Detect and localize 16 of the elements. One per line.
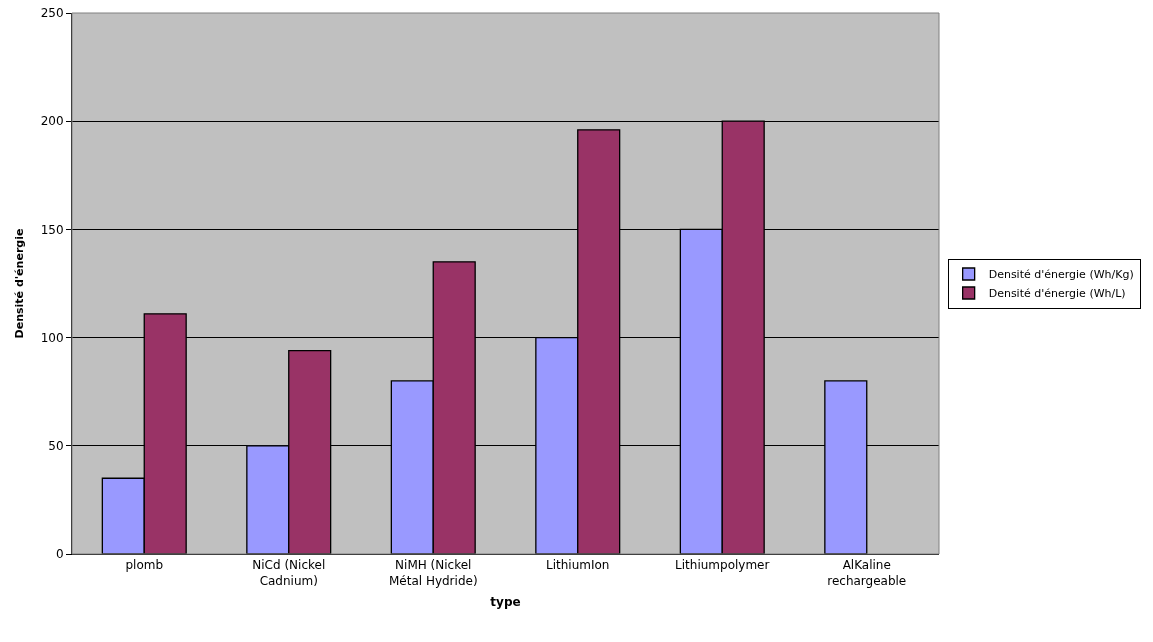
- y-tick-label: 250: [40, 6, 64, 21]
- legend-label: Densité d'énergie (Wh/Kg): [988, 268, 1134, 282]
- x-axis-title: type: [490, 594, 521, 609]
- y-axis-title: Densité d'énergie: [13, 228, 27, 339]
- x-tick-label: NiMH (Nickel Métal Hydride): [388, 558, 478, 588]
- x-tick-label: NiCd (Nickel Cadnium): [252, 558, 326, 588]
- y-tick-label: 0: [55, 547, 64, 562]
- x-tick-label: plomb: [125, 558, 164, 573]
- x-tick-label: AlKaline rechargeable: [827, 558, 907, 588]
- legend-label: Densité d'énergie (Wh/L): [988, 287, 1126, 301]
- y-tick-label: 100: [40, 330, 64, 345]
- x-tick-label: Lithiumpolymer: [675, 558, 770, 573]
- y-tick-label: 200: [40, 114, 64, 129]
- y-tick-label: 150: [40, 222, 64, 237]
- y-tick-label: 50: [48, 439, 64, 453]
- x-tick-label: LithiumIon: [546, 558, 610, 573]
